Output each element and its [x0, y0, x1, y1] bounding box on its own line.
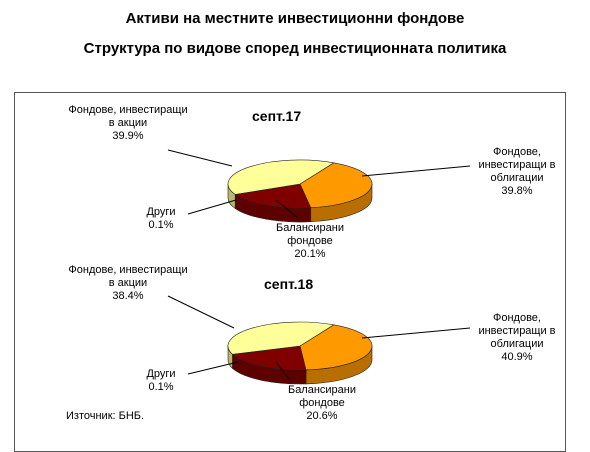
pie1-leader-bonds [362, 166, 470, 176]
pie1-leader-other [188, 200, 236, 214]
pie2-leader-other [188, 362, 238, 374]
pie2-leader-bonds [362, 328, 470, 338]
pie1-title: септ.17 [252, 108, 301, 124]
pie2-title: септ.18 [264, 276, 313, 292]
pie1-leader-equity [168, 150, 232, 166]
source-note: Източник: БНБ. [66, 410, 144, 422]
